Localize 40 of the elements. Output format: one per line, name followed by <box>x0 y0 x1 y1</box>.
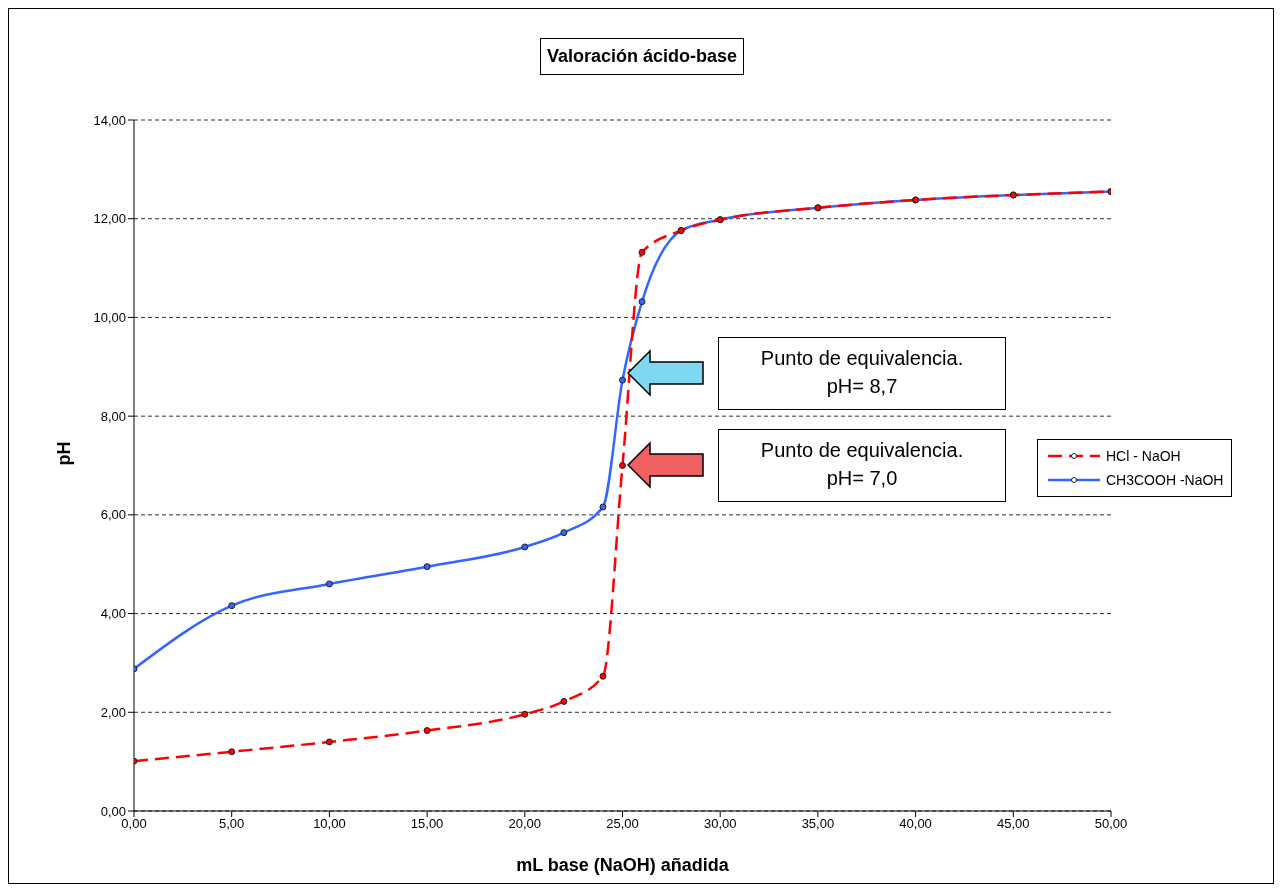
point <box>599 503 607 511</box>
point <box>560 697 568 705</box>
point <box>423 563 431 571</box>
point <box>228 748 236 756</box>
x-axis-title: mL base (NaOH) añadida <box>516 855 730 875</box>
x-tick-label: 25,00 <box>606 816 639 832</box>
point <box>599 672 607 680</box>
point <box>638 298 646 306</box>
y-tick-label: 6,00 <box>100 507 126 523</box>
point <box>638 248 646 256</box>
point <box>228 602 236 610</box>
y-tick-label: 14,00 <box>93 112 126 128</box>
point <box>325 580 333 588</box>
x-tick-label: 0,00 <box>121 816 147 832</box>
point <box>423 727 431 735</box>
chart-title: Valoración ácido-base <box>539 38 745 75</box>
y-tick-label: 4,00 <box>100 606 126 622</box>
y-tick-label: 0,00 <box>100 803 126 819</box>
point <box>619 376 626 384</box>
x-tick-label: 50,00 <box>1094 816 1128 832</box>
legend-label: HCl - NaOH <box>1106 446 1181 466</box>
y-tick-label: 8,00 <box>100 408 126 424</box>
point <box>325 738 333 746</box>
x-tick-label: 45,00 <box>997 816 1030 832</box>
point <box>619 462 626 469</box>
x-tick-label: 20,00 <box>508 816 542 832</box>
x-tick-label: 35,00 <box>801 816 835 832</box>
y-axis-title: pH <box>54 441 75 466</box>
point <box>560 529 568 537</box>
y-tick-label: 10,00 <box>93 310 126 326</box>
legend-label: CH3COOH -NaOH <box>1106 470 1224 490</box>
x-tick-label: 5,00 <box>219 816 245 832</box>
point <box>521 543 529 551</box>
x-tick-label: 40,00 <box>899 816 932 832</box>
x-tick-label: 10,00 <box>313 816 346 832</box>
y-tick-label: 2,00 <box>100 704 126 720</box>
x-tick-label: 15,00 <box>410 816 444 832</box>
point <box>521 710 529 718</box>
y-tick-label: 12,00 <box>93 211 126 227</box>
x-tick-label: 30,00 <box>703 816 737 832</box>
